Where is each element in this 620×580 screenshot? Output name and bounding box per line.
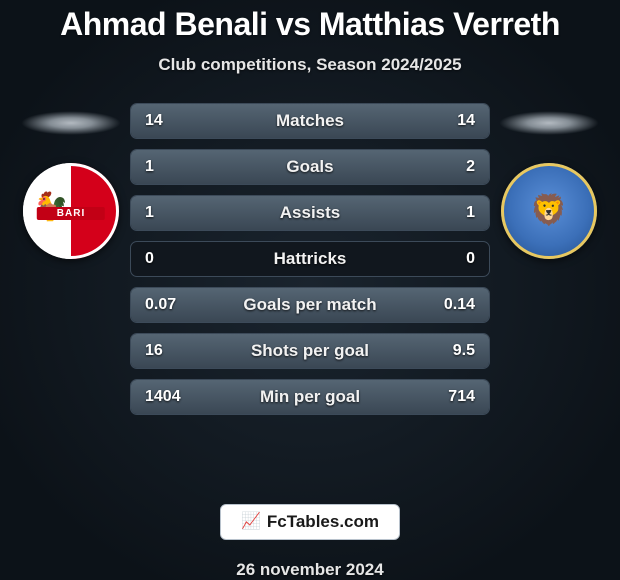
footer: 📈 FcTables.com 26 november 2024 xyxy=(220,504,400,580)
stat-label: Assists xyxy=(280,203,340,223)
stat-row: 1 Assists 1 xyxy=(130,195,490,231)
stat-row: 16 Shots per goal 9.5 xyxy=(130,333,490,369)
stat-value-right: 9.5 xyxy=(453,342,475,360)
stat-row: 1 Goals 2 xyxy=(130,149,490,185)
right-side: 🦁 xyxy=(494,103,604,259)
stat-value-left: 16 xyxy=(145,342,163,360)
stat-label: Goals per match xyxy=(243,295,376,315)
stat-label: Hattricks xyxy=(274,249,347,269)
stat-value-right: 0.14 xyxy=(444,296,475,314)
main-content: 🐓 BARI 14 Matches 14 1 Goals 2 1 Assists 1 0 Hattr… xyxy=(0,103,620,492)
stat-value-right: 14 xyxy=(457,112,475,130)
club-logo-left: 🐓 BARI xyxy=(23,163,119,259)
stat-value-left: 0.07 xyxy=(145,296,176,314)
stat-value-right: 2 xyxy=(466,158,475,176)
stat-label: Min per goal xyxy=(260,387,360,407)
club-logo-right: 🦁 xyxy=(501,163,597,259)
lion-icon: 🦁 xyxy=(530,196,567,226)
stat-value-left: 1 xyxy=(145,204,154,222)
stat-label: Goals xyxy=(286,157,333,177)
bari-badge-text: BARI xyxy=(37,207,105,220)
stat-value-left: 1404 xyxy=(145,388,181,406)
brand-chart-icon: 📈 xyxy=(241,514,261,530)
stat-label: Shots per goal xyxy=(251,341,369,361)
player-spot-left xyxy=(21,111,121,135)
brand-badge[interactable]: 📈 FcTables.com xyxy=(220,504,400,540)
stat-value-left: 1 xyxy=(145,158,154,176)
stat-row: 0 Hattricks 0 xyxy=(130,241,490,277)
comparison-card: Ahmad Benali vs Matthias Verreth Club co… xyxy=(0,0,620,580)
stat-value-right: 714 xyxy=(448,388,475,406)
stat-row: 1404 Min per goal 714 xyxy=(130,379,490,415)
stat-row: 14 Matches 14 xyxy=(130,103,490,139)
season-subtitle: Club competitions, Season 2024/2025 xyxy=(158,55,461,75)
page-title: Ahmad Benali vs Matthias Verreth xyxy=(60,6,560,43)
stats-bars: 14 Matches 14 1 Goals 2 1 Assists 1 0 Hattricks 0 0.… xyxy=(130,103,490,415)
stat-value-right: 1 xyxy=(466,204,475,222)
stat-value-left: 0 xyxy=(145,250,154,268)
date-label: 26 november 2024 xyxy=(236,560,383,580)
left-side: 🐓 BARI xyxy=(16,103,126,259)
bar-fill-right xyxy=(249,150,489,184)
stat-row: 0.07 Goals per match 0.14 xyxy=(130,287,490,323)
stat-value-right: 0 xyxy=(466,250,475,268)
brand-name: FcTables.com xyxy=(267,512,379,532)
stat-label: Matches xyxy=(276,111,344,131)
player-spot-right xyxy=(499,111,599,135)
stat-value-left: 14 xyxy=(145,112,163,130)
